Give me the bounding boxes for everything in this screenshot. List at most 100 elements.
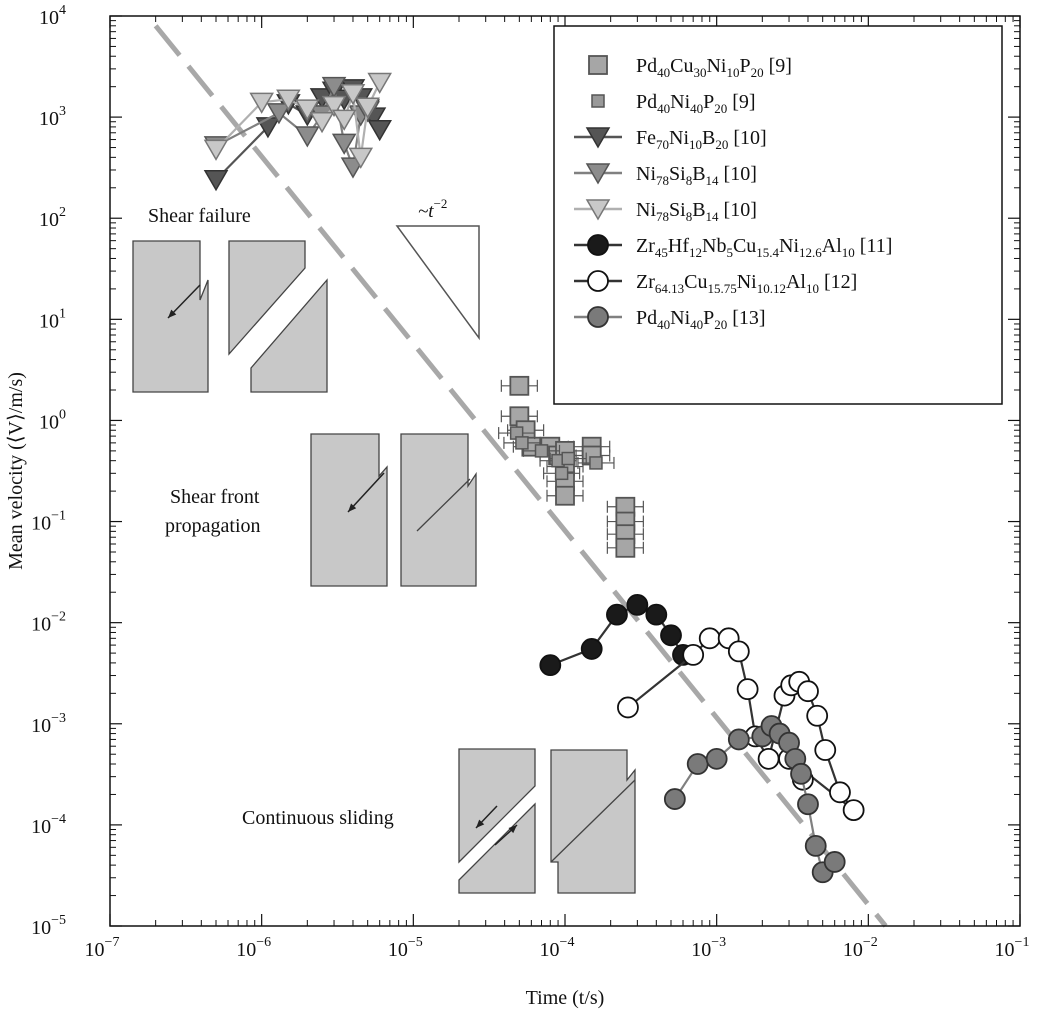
slope-label: ~t−2 xyxy=(418,196,447,222)
data-point xyxy=(790,762,812,785)
x-tick-exponent: −1 xyxy=(1015,935,1030,950)
series-6 xyxy=(539,593,694,677)
legend-label-subscript: 14 xyxy=(706,209,720,224)
data-point xyxy=(355,97,380,119)
x-tick-base: 10 xyxy=(691,939,711,961)
y-tick-label: 10−4 xyxy=(31,812,66,838)
legend-label-text: [10] xyxy=(719,199,757,221)
data-point xyxy=(727,728,750,751)
legend-label-text: [13] xyxy=(727,307,765,329)
legend-box xyxy=(553,25,1003,405)
legend-label-text: Ni xyxy=(669,127,689,149)
data-point xyxy=(615,537,636,558)
data-point xyxy=(340,84,366,106)
legend-label-text: P xyxy=(703,91,714,113)
data-point xyxy=(203,170,229,192)
data-point xyxy=(367,72,392,94)
arrow-head xyxy=(348,503,357,512)
y-axis-label: Mean velocity (⟨V⟩/m/s) xyxy=(5,372,27,570)
x-tick-exponent: −6 xyxy=(256,935,271,950)
data-point xyxy=(617,696,639,719)
data-point xyxy=(823,851,846,873)
y-tick-exponent: −5 xyxy=(51,913,66,928)
y-tick-label: 10−2 xyxy=(31,610,66,636)
data-point xyxy=(534,444,549,458)
data-point xyxy=(663,788,686,810)
legend-item: Ni78Si8B14 [10] xyxy=(574,199,757,224)
legend-label-text: Ni xyxy=(636,199,656,221)
data-point xyxy=(686,753,709,775)
trend-line xyxy=(153,24,888,928)
legend-label-text: B xyxy=(692,199,705,221)
data-point xyxy=(591,94,605,108)
legend-label-subscript: 14 xyxy=(706,173,720,188)
data-point xyxy=(797,680,819,703)
legend-item: Pd40Cu30Ni10P20 [9] xyxy=(588,55,792,80)
y-tick-label: 100 xyxy=(39,407,66,433)
legend-label-subscript: 78 xyxy=(656,209,669,224)
data-point xyxy=(276,89,301,111)
legend-label-text: Si xyxy=(669,163,686,185)
data-point xyxy=(626,593,649,616)
data-point xyxy=(842,799,865,822)
shear-plane xyxy=(550,779,636,863)
data-point xyxy=(309,111,335,134)
schematic-sliding-block-1 xyxy=(458,748,536,864)
legend-label-text: Cu xyxy=(733,235,756,257)
legend-label-subscript: 12.6 xyxy=(799,245,822,260)
data-point xyxy=(588,55,608,75)
data-point xyxy=(367,119,392,142)
legend-label-text: Al xyxy=(786,271,806,293)
y-tick-base: 10 xyxy=(39,209,59,231)
legend-label-subscript: 15.4 xyxy=(756,245,779,260)
legend-label-subscript: 20 xyxy=(714,317,727,332)
data-point xyxy=(331,133,357,155)
legend-label-subscript: 40 xyxy=(690,317,703,332)
legend-label-text: [10] xyxy=(719,163,757,185)
legend-label-subscript: 40 xyxy=(657,65,670,80)
legend-label-subscript: 78 xyxy=(656,173,669,188)
y-tick-base: 10 xyxy=(31,513,51,535)
y-tick-base: 10 xyxy=(39,310,59,332)
legend-label: Ni78Si8B14 [10] xyxy=(636,163,757,188)
schematic-failure-block-3 xyxy=(250,278,328,393)
legend-label-text: Ni xyxy=(706,55,726,77)
data-point xyxy=(698,627,721,650)
data-point xyxy=(580,638,603,660)
data-point xyxy=(705,747,728,770)
x-tick-label: 10−2 xyxy=(843,935,878,961)
legend-label-text: [10] xyxy=(728,127,766,149)
arrow-head xyxy=(476,819,485,828)
annotation-shear-front: Shear front xyxy=(170,486,260,508)
y-tick-base: 10 xyxy=(39,411,59,433)
legend-label-text: Zr xyxy=(636,235,655,257)
legend-label-subscript: 10 xyxy=(842,245,855,260)
y-tick-exponent: 3 xyxy=(59,104,66,119)
legend-label-subscript: 8 xyxy=(686,173,693,188)
arrow-shaft xyxy=(347,472,385,513)
x-tick-label: 10−1 xyxy=(995,935,1030,961)
legend-label-text: [11] xyxy=(855,235,893,257)
legend-label-subscript: 20 xyxy=(751,65,764,80)
data-point xyxy=(515,436,529,450)
y-tick-exponent: 4 xyxy=(59,3,66,18)
data-point xyxy=(203,139,229,161)
legend-label-text: P xyxy=(703,307,714,329)
legend-label-text: Ni xyxy=(737,271,757,293)
data-point xyxy=(509,375,530,396)
legend-label-subscript: 64.13 xyxy=(655,281,684,296)
annotation-shear-failure: Shear failure xyxy=(148,205,251,227)
data-point xyxy=(249,92,274,114)
legend-label-subscript: 40 xyxy=(690,101,703,116)
arrow-icon xyxy=(347,472,385,513)
arrow-icon xyxy=(167,284,201,319)
data-point xyxy=(585,199,611,221)
legend-label-text: Pd xyxy=(636,55,657,77)
data-point xyxy=(348,147,374,169)
legend-label-text: Fe xyxy=(636,127,656,149)
x-tick-exponent: −7 xyxy=(105,935,120,950)
x-tick-label: 10−5 xyxy=(388,935,423,961)
data-point xyxy=(266,103,292,125)
legend-label-subscript: 70 xyxy=(656,137,669,152)
legend-label: Pd40Ni40P20 [13] xyxy=(636,307,766,332)
